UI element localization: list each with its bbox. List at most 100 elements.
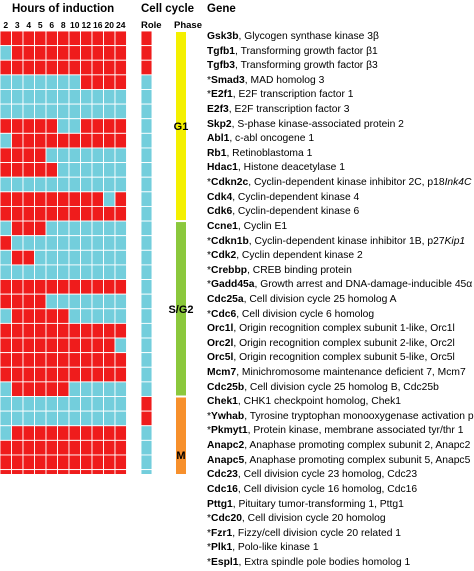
heatmap-cell bbox=[68, 249, 81, 266]
heatmap-figure: 2 3 4 5 6 8 10 12 16 20 24 G1 S/G2 M bbox=[0, 20, 194, 474]
heatmap-cell bbox=[91, 132, 104, 149]
heatmap-cell bbox=[34, 89, 47, 105]
role-cell bbox=[140, 293, 153, 310]
heatmap-cell bbox=[114, 439, 127, 456]
heatmap-cell bbox=[11, 425, 24, 441]
gene-symbol: Orc1l bbox=[207, 323, 234, 335]
gene-symbol: Skp2 bbox=[207, 118, 232, 130]
heatmap-cell bbox=[34, 381, 47, 397]
gene-symbol: Tgfb3 bbox=[207, 60, 236, 72]
gene-description: , Origin recognition complex subunit 1-l… bbox=[233, 323, 455, 335]
heatmap-cell bbox=[91, 264, 104, 280]
heatmap-cell bbox=[91, 30, 104, 47]
heatmap-cell bbox=[0, 279, 12, 295]
gene-row: Cdc16, Cell division cycle 16 homolog, C… bbox=[207, 483, 474, 498]
heatmap-cell bbox=[22, 147, 35, 164]
role-cell bbox=[140, 176, 153, 193]
heatmap-cell bbox=[91, 469, 104, 474]
heatmap-cell bbox=[68, 74, 81, 90]
heatmap-cell bbox=[57, 410, 70, 427]
gene-symbol: Cdc25a bbox=[207, 293, 244, 305]
gene-symbol: Cdkn1b bbox=[211, 235, 249, 247]
gene-description: , Origin recognition complex subunit 2-l… bbox=[233, 337, 455, 349]
gene-description: , Cyclin E1 bbox=[237, 220, 288, 232]
phase-bar-g1 bbox=[176, 32, 186, 221]
heatmap-cell bbox=[22, 235, 35, 251]
heatmap-cell bbox=[22, 352, 35, 368]
gene-row: *Ywhab, Tyrosine tryptophan monooxygenas… bbox=[207, 410, 474, 425]
heatmap-cell bbox=[45, 176, 58, 193]
heatmap-cell bbox=[91, 396, 104, 412]
heatmap-cell bbox=[34, 337, 47, 354]
gene-description: , MAD homolog 3 bbox=[244, 74, 325, 86]
gene-description: , Cyclin-dependent kinase 4 bbox=[232, 191, 360, 203]
role-cell bbox=[140, 410, 153, 427]
gene-row: *Crebbp, CREB binding protein bbox=[207, 264, 474, 279]
heatmap-cell bbox=[114, 366, 127, 383]
phase-header: Phase bbox=[174, 20, 202, 31]
heatmap-cell bbox=[91, 322, 104, 339]
heatmap-cell bbox=[68, 45, 81, 61]
heatmap-cell bbox=[45, 132, 58, 149]
gene-description: , Anaphase promoting complex subunit 2, … bbox=[244, 440, 471, 452]
phase-label: G1 bbox=[174, 121, 189, 133]
heatmap-cell bbox=[68, 89, 81, 105]
heatmap-cell bbox=[80, 279, 93, 295]
heatmap-cell bbox=[103, 293, 116, 310]
heatmap-cell bbox=[103, 381, 116, 397]
heatmap-cell bbox=[91, 249, 104, 266]
heatmap-cell bbox=[57, 396, 70, 412]
heatmap-cell bbox=[11, 469, 24, 474]
heatmap-cell bbox=[80, 132, 93, 149]
gene-row: *Gadd45a, Growth arrest and DNA-damage-i… bbox=[207, 278, 474, 293]
hour-label: 3 bbox=[15, 20, 20, 30]
heatmap-cell bbox=[34, 264, 47, 280]
heatmap-cell bbox=[57, 337, 70, 354]
heatmap-cell bbox=[45, 396, 58, 412]
heatmap-cell bbox=[0, 220, 12, 237]
heatmap-cell bbox=[11, 439, 24, 456]
gene-symbol: Pkmyt1 bbox=[211, 425, 248, 437]
heatmap-cell bbox=[11, 337, 24, 354]
heatmap-cell bbox=[68, 410, 81, 427]
phase-bar-m bbox=[176, 397, 186, 474]
gene-description: , Polo-like kinase 1 bbox=[232, 542, 319, 554]
gene-symbol: Cdc23 bbox=[207, 469, 238, 481]
heatmap-cell bbox=[22, 132, 35, 149]
gene-symbol: Cdkn2c bbox=[211, 177, 249, 189]
gene-description: , Cyclin-dependent kinase inhibitor 2C, … bbox=[248, 177, 445, 189]
heatmap-cell bbox=[103, 74, 116, 90]
heatmap-cell bbox=[45, 410, 58, 427]
gene-symbol: E2f3 bbox=[207, 104, 229, 116]
cell-cycle-header: Cell cycle bbox=[141, 3, 195, 15]
heatmap-cell bbox=[57, 89, 70, 105]
gene-symbol: Pttg1 bbox=[207, 498, 233, 510]
heatmap-cell bbox=[0, 366, 12, 383]
hour-label: 16 bbox=[93, 20, 103, 30]
heatmap-cell bbox=[114, 410, 127, 427]
heatmap-cell bbox=[80, 337, 93, 354]
gene-symbol: Anapc5 bbox=[207, 454, 245, 466]
heatmap-cell bbox=[103, 45, 116, 61]
heatmap-cell bbox=[57, 162, 70, 178]
heatmap-cell bbox=[45, 425, 58, 441]
heatmap-cell bbox=[22, 396, 35, 412]
heatmap-cell bbox=[0, 118, 12, 134]
phase-label: S/G2 bbox=[168, 304, 193, 316]
heatmap-cell bbox=[114, 45, 127, 61]
heatmap-cell bbox=[57, 366, 70, 383]
hour-label: 5 bbox=[38, 20, 43, 30]
heatmap-cell bbox=[0, 381, 12, 397]
hour-label: 4 bbox=[26, 20, 31, 30]
heatmap-cell bbox=[91, 162, 104, 178]
gene-row: E2f3, E2F transcription factor 3 bbox=[207, 103, 474, 118]
heatmap-cell bbox=[45, 235, 58, 251]
hour-label: 6 bbox=[49, 20, 54, 30]
gene-symbol: Orc5l bbox=[207, 352, 234, 364]
heatmap-cell bbox=[68, 396, 81, 412]
gene-description: , CREB binding protein bbox=[247, 264, 352, 276]
heatmap-cell bbox=[114, 191, 127, 207]
heatmap-cell bbox=[22, 205, 35, 222]
heatmap-cell bbox=[57, 352, 70, 368]
gene-symbol: Cdc6 bbox=[211, 308, 237, 320]
